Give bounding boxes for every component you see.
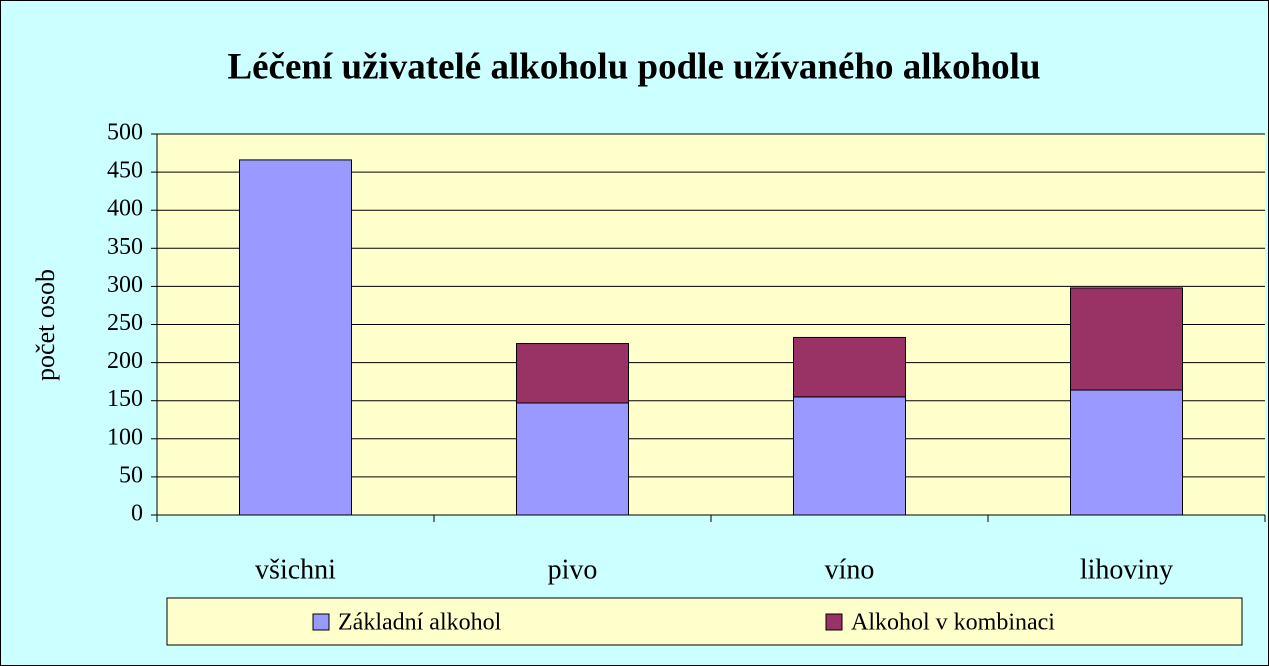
y-tick-label: 0 xyxy=(131,501,143,527)
bar-segment xyxy=(516,343,629,404)
bar-segment xyxy=(793,336,906,398)
legend-label: Alkohol v kombinaci xyxy=(851,610,1055,636)
y-tick-label: 50 xyxy=(119,462,143,488)
x-tick-label: pivo xyxy=(548,554,598,585)
x-tick-label: všichni xyxy=(255,554,336,585)
legend xyxy=(166,597,1243,646)
y-tick-label: 500 xyxy=(107,120,143,146)
y-tick-label: 150 xyxy=(107,386,143,412)
legend-swatch xyxy=(825,613,843,631)
y-tick-label: 350 xyxy=(107,234,143,260)
y-tick-label: 450 xyxy=(107,158,143,184)
bar-segment xyxy=(1070,389,1183,516)
legend-label: Základní alkohol xyxy=(338,610,502,636)
y-tick-label: 200 xyxy=(107,348,143,374)
y-axis-label: počet osob xyxy=(31,269,60,381)
y-tick-label: 100 xyxy=(107,424,143,450)
x-tick-label: lihoviny xyxy=(1080,554,1173,585)
y-tick-label: 400 xyxy=(107,196,143,222)
legend-swatch xyxy=(312,613,330,631)
y-tick-label: 300 xyxy=(107,272,143,298)
bar-segment xyxy=(516,402,629,516)
bar-segment xyxy=(239,159,352,516)
bar-segment xyxy=(1070,287,1183,391)
y-tick-label: 250 xyxy=(107,310,143,336)
x-tick-label: víno xyxy=(825,554,875,585)
chart-title: Léčení uživatelé alkoholu podle užívanéh… xyxy=(227,46,1040,87)
bar-segment xyxy=(793,396,906,516)
